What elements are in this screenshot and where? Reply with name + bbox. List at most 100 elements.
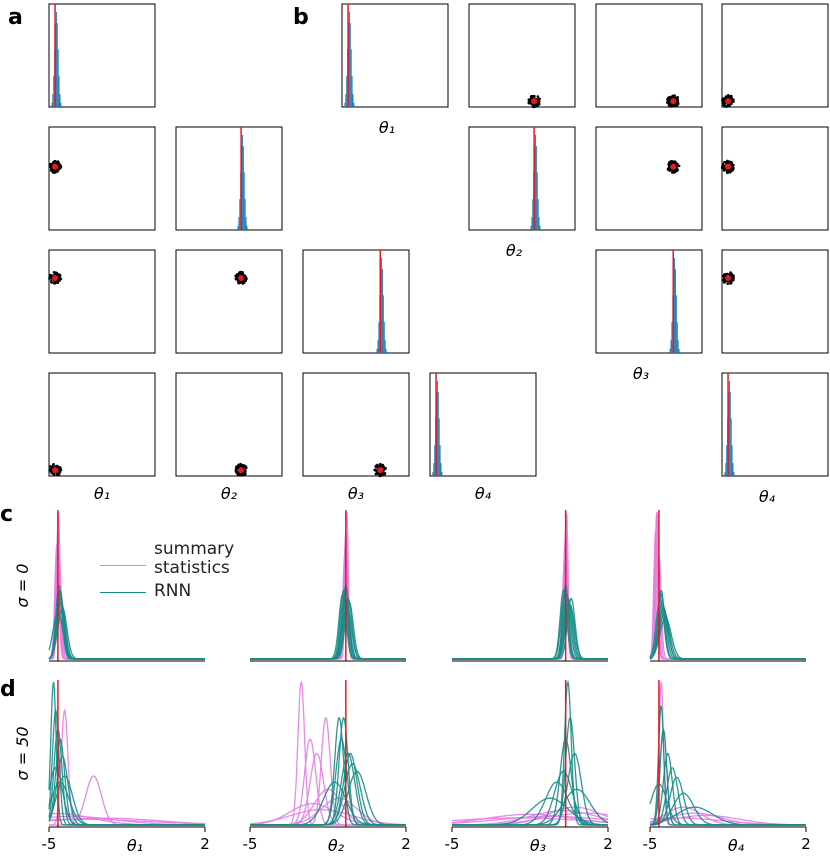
posterior-hist-bar — [431, 474, 433, 476]
posterior-hist-bar — [439, 445, 441, 476]
density-curve — [250, 781, 406, 826]
posterior-sample — [48, 277, 51, 280]
posterior-sample — [722, 101, 725, 105]
posterior-hist-bar — [244, 199, 246, 230]
panel-letter: d — [0, 677, 16, 702]
density-curve — [250, 530, 406, 660]
legend-entry: summary statistics — [100, 540, 270, 578]
posterior-sample — [383, 472, 387, 475]
posterior-hist-bar — [353, 102, 355, 107]
posterior-hist-bar — [438, 418, 440, 476]
posterior-hist-bar — [442, 474, 444, 476]
posterior-hist-bar — [378, 322, 380, 353]
posterior-hist-bar — [732, 463, 734, 476]
posterior-hist-bar — [58, 76, 60, 107]
parameter-label: θ₁ — [94, 484, 110, 503]
posterior-hist-bar — [60, 102, 62, 107]
density-curve — [452, 544, 608, 660]
density-curve — [649, 530, 806, 660]
posterior-sample — [56, 160, 60, 164]
posterior-hist-bar — [530, 225, 532, 230]
density-curve — [48, 601, 205, 660]
posterior-sample — [728, 104, 731, 108]
posterior-hist-bar — [734, 474, 736, 476]
posterior-sample — [57, 163, 61, 166]
density-curve — [250, 511, 406, 660]
posterior-hist-bar — [349, 23, 351, 107]
posterior-hist-bar — [242, 135, 243, 230]
density-curve — [649, 728, 806, 826]
posterior-sample — [529, 95, 533, 98]
density-curve — [250, 738, 406, 826]
posterior-sample — [244, 276, 247, 279]
posterior-sample — [730, 96, 734, 100]
true-value-point — [52, 467, 59, 474]
density-curve — [650, 681, 806, 826]
density-curve — [452, 597, 608, 660]
posterior-sample — [50, 167, 53, 171]
parameter-label: θ₁ — [127, 836, 143, 855]
posterior-hist-bar — [535, 135, 536, 230]
density-curve — [649, 728, 806, 826]
legend-label: summary statistics — [154, 539, 235, 578]
posterior-sample — [59, 277, 62, 280]
density-curve — [649, 611, 806, 660]
posterior-hist-bar — [723, 474, 725, 476]
posterior-sample — [722, 169, 726, 172]
posterior-sample — [536, 103, 540, 107]
plot-frame — [721, 249, 829, 354]
plot-frame — [48, 372, 156, 477]
x-tick-label: 2 — [401, 835, 411, 853]
posterior-sample — [57, 472, 60, 476]
true-value-point — [670, 163, 677, 170]
posterior-sample — [52, 463, 55, 466]
posterior-sample — [49, 465, 52, 468]
density-curve — [250, 763, 406, 826]
posterior-hist-bar — [436, 381, 438, 476]
plot-frame — [721, 372, 829, 477]
density-curve — [452, 594, 608, 660]
posterior-sample — [50, 280, 53, 284]
legend-label: RNN — [154, 581, 192, 601]
density-curve — [250, 593, 406, 660]
true-value-point — [377, 467, 384, 474]
posterior-hist-bar — [729, 392, 731, 476]
plot-frame — [341, 3, 449, 108]
legend-entry: RNN — [100, 582, 270, 601]
posterior-hist-bar — [532, 199, 534, 230]
row-label: σ = 50 — [13, 726, 32, 780]
posterior-hist-bar — [679, 351, 681, 353]
posterior-hist-bar — [51, 102, 53, 107]
posterior-hist-bar — [675, 295, 677, 353]
posterior-sample — [234, 470, 238, 474]
x-tick-label: 2 — [200, 835, 210, 853]
density-curve — [452, 512, 608, 660]
posterior-hist-bar — [55, 12, 57, 107]
posterior-hist-bar — [432, 471, 434, 476]
posterior-hist-bar — [669, 348, 671, 353]
posterior-sample — [666, 96, 670, 100]
posterior-hist-bar — [437, 392, 439, 476]
x-tick-label: 2 — [603, 835, 613, 853]
parameter-label: θ₄ — [728, 836, 745, 855]
posterior-hist-bar — [381, 258, 383, 353]
plot-frame — [175, 372, 283, 477]
density-curve — [48, 781, 205, 826]
posterior-sample — [381, 464, 385, 468]
legend-swatch — [100, 565, 146, 566]
x-tick-label: -5 — [643, 835, 658, 853]
parameter-label: θ₄ — [759, 487, 776, 506]
posterior-sample — [729, 280, 733, 284]
posterior-hist-bar — [238, 217, 240, 230]
posterior-hist-bar — [536, 172, 538, 230]
posterior-hist-bar — [53, 76, 55, 107]
posterior-hist-bar — [345, 94, 347, 107]
parameter-label: θ₂ — [328, 836, 345, 855]
posterior-sample — [727, 171, 730, 174]
posterior-hist-bar — [50, 105, 52, 107]
posterior-sample — [724, 280, 727, 283]
parameter-label: θ₄ — [475, 484, 492, 503]
posterior-hist-bar — [346, 76, 348, 107]
density-curve — [649, 617, 806, 660]
